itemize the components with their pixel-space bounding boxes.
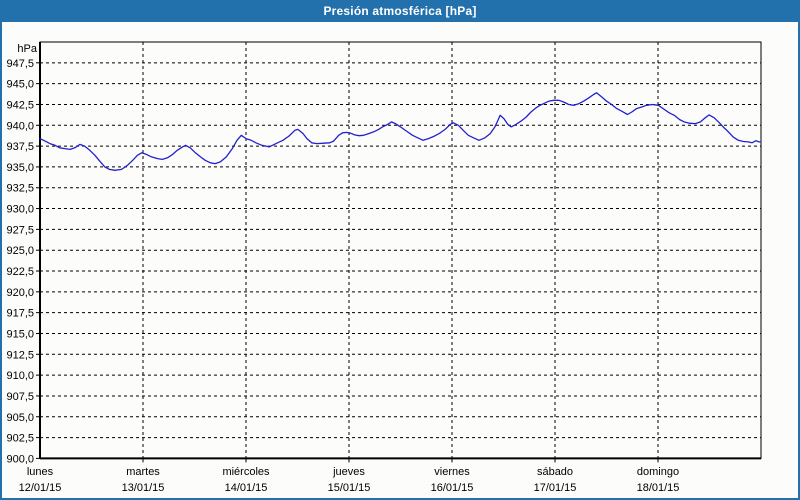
y-axis-label: 915,0 bbox=[6, 328, 34, 340]
date-label: 16/01/15 bbox=[431, 482, 474, 494]
window-titlebar: Presión atmosférica [hPa] bbox=[0, 0, 800, 22]
day-label: martes bbox=[126, 466, 160, 478]
y-axis-label: 927,5 bbox=[6, 224, 34, 236]
date-label: 15/01/15 bbox=[328, 482, 371, 494]
y-axis-label: 922,5 bbox=[6, 266, 34, 278]
y-axis-label: 947,5 bbox=[6, 58, 34, 70]
y-axis-label: 945,0 bbox=[6, 79, 34, 91]
date-label: 18/01/15 bbox=[637, 482, 680, 494]
day-label: miércoles bbox=[222, 466, 270, 478]
day-label: viernes bbox=[434, 466, 470, 478]
date-label: 12/01/15 bbox=[19, 482, 62, 494]
date-label: 17/01/15 bbox=[534, 482, 577, 494]
y-axis-label: 910,0 bbox=[6, 370, 34, 382]
day-label: sábado bbox=[537, 466, 573, 478]
day-label: lunes bbox=[27, 466, 54, 478]
y-axis-label: 907,5 bbox=[6, 391, 34, 403]
y-axis-label: 912,5 bbox=[6, 349, 34, 361]
date-label: 13/01/15 bbox=[122, 482, 165, 494]
y-axis-label: 900,0 bbox=[6, 453, 34, 465]
pressure-series-line bbox=[39, 92, 762, 171]
day-label: domingo bbox=[637, 466, 679, 478]
y-axis-label: 942,5 bbox=[6, 99, 34, 111]
y-axis-label: 930,0 bbox=[6, 204, 34, 216]
y-axis-label: 940,0 bbox=[6, 120, 34, 132]
y-axis-label: 920,0 bbox=[6, 287, 34, 299]
date-label: 14/01/15 bbox=[225, 482, 268, 494]
day-label: jueves bbox=[332, 466, 365, 478]
y-axis-label: 917,5 bbox=[6, 308, 34, 320]
y-axis-label: 937,5 bbox=[6, 141, 34, 153]
y-axis-label: 935,0 bbox=[6, 162, 34, 174]
y-axis-unit-label: hPa bbox=[17, 43, 37, 55]
chart-background bbox=[2, 22, 798, 498]
chart-title: Presión atmosférica [hPa] bbox=[323, 4, 477, 18]
y-axis-label: 932,5 bbox=[6, 183, 34, 195]
y-axis-label: 905,0 bbox=[6, 412, 34, 424]
y-axis-label: 902,5 bbox=[6, 433, 34, 445]
y-axis-label: 925,0 bbox=[6, 245, 34, 257]
